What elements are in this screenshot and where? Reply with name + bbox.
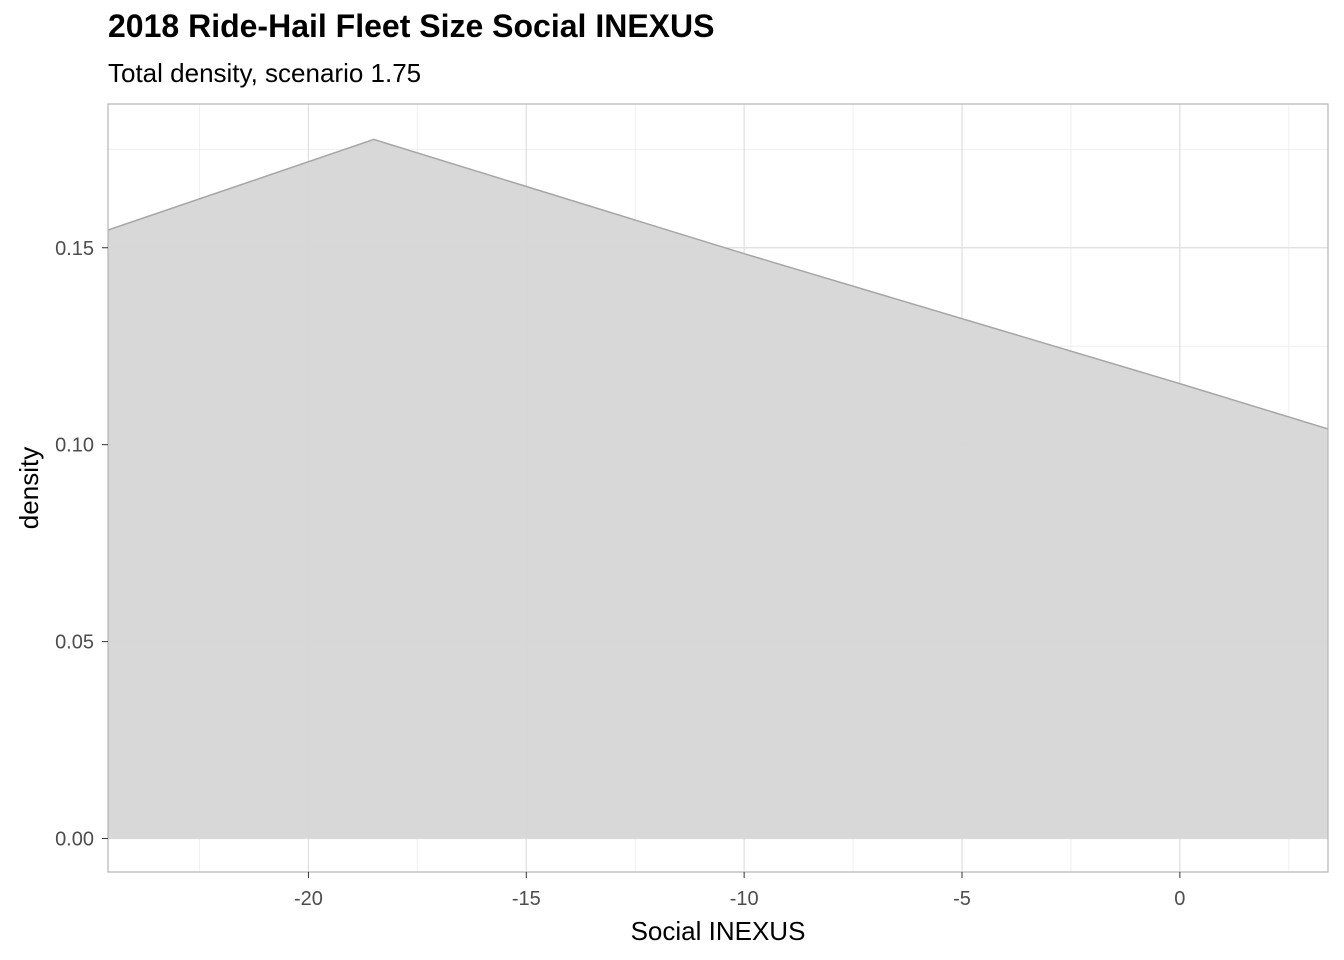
- x-axis-title: Social INEXUS: [631, 916, 806, 946]
- x-tick-label: -10: [730, 888, 759, 910]
- x-axis-ticks: -20 -15 -10 -5 0: [294, 872, 1185, 910]
- x-tick-label: -5: [953, 888, 971, 910]
- y-axis-title: density: [14, 447, 44, 529]
- density-area-layer: [107, 138, 1329, 839]
- y-tick-label: 0.10: [55, 435, 94, 457]
- panel-border: [107, 103, 1329, 873]
- y-tick-label: 0.00: [55, 829, 94, 851]
- y-axis-ticks: 0.00 0.05 0.10 0.15: [55, 238, 108, 851]
- y-tick-label: 0.05: [55, 632, 94, 654]
- chart-subtitle: Total density, scenario 1.75: [108, 58, 422, 88]
- x-tick-label: -20: [294, 888, 323, 910]
- x-tick-label: 0: [1174, 888, 1185, 910]
- y-tick-label: 0.15: [55, 238, 94, 260]
- density-area: [108, 139, 1328, 839]
- x-tick-label: -15: [512, 888, 541, 910]
- density-line: [107, 138, 1329, 430]
- chart-title: 2018 Ride-Hail Fleet Size Social INEXUS: [108, 8, 715, 44]
